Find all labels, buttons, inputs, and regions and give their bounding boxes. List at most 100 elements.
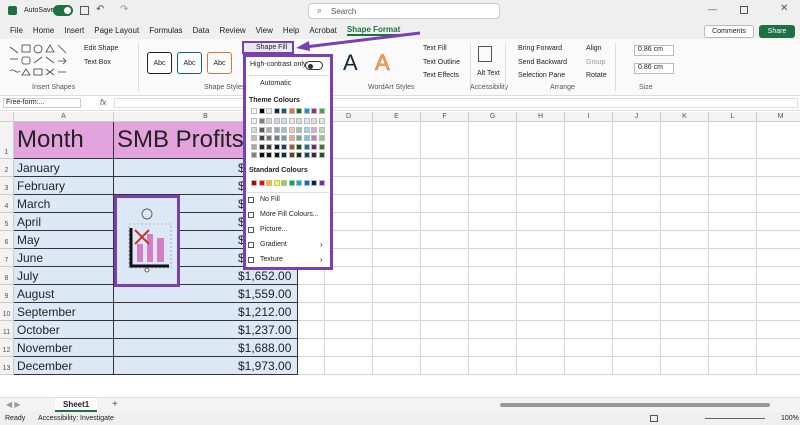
colour-swatch[interactable] (311, 180, 317, 186)
ribbon-tab[interactable]: Insert (64, 26, 85, 35)
close[interactable]: ✕ (780, 3, 789, 14)
colour-swatch[interactable] (296, 108, 302, 114)
colour-swatch[interactable] (251, 118, 257, 124)
colour-swatch[interactable] (266, 108, 272, 114)
colour-swatch[interactable] (303, 152, 310, 158)
formula-input[interactable] (114, 98, 798, 108)
ribbon-tab[interactable]: Formulas (149, 26, 183, 35)
text-box[interactable]: Text Box (84, 59, 111, 66)
colour-swatch[interactable] (251, 143, 257, 150)
status-accessibility[interactable]: Accessibility: Investigate (38, 415, 114, 422)
colour-swatch[interactable] (288, 126, 295, 133)
colour-swatch[interactable] (273, 126, 280, 133)
colour-swatch[interactable] (288, 108, 295, 114)
colour-swatch[interactable] (281, 108, 287, 114)
colour-swatch[interactable] (258, 143, 265, 150)
colour-swatch[interactable] (281, 152, 287, 158)
colour-swatch[interactable] (303, 126, 310, 133)
colour-swatch[interactable] (288, 143, 295, 150)
colour-swatch[interactable] (281, 118, 287, 124)
edit-shape[interactable]: Edit Shape (84, 45, 119, 52)
colour-swatch[interactable] (288, 152, 295, 158)
ribbon-tab[interactable]: Review (219, 26, 246, 35)
colour-swatch[interactable] (296, 118, 302, 124)
colour-swatch[interactable] (258, 180, 265, 186)
minimize[interactable]: — (708, 4, 717, 14)
style-preview[interactable]: Abc (147, 52, 172, 74)
colour-swatch[interactable] (273, 180, 280, 186)
alt-text-icon[interactable] (478, 46, 492, 62)
ribbon-tab[interactable]: Page Layout (94, 26, 140, 35)
align[interactable]: Align (586, 45, 602, 52)
colour-swatch[interactable] (296, 135, 302, 141)
colour-swatch[interactable] (296, 126, 302, 133)
colour-swatch[interactable] (251, 126, 257, 133)
bring-forward[interactable]: Bring Forward (518, 45, 562, 52)
colour-swatch[interactable] (303, 143, 310, 150)
colour-swatch[interactable] (311, 126, 317, 133)
search-box[interactable]: ⌕ Search (308, 3, 500, 19)
name-box[interactable]: Free-form:... (3, 98, 81, 108)
menu-item[interactable]: Gradient (260, 241, 287, 248)
colour-swatch[interactable] (318, 152, 325, 158)
height-input[interactable]: 0.86 cm (634, 45, 674, 56)
colour-swatch[interactable] (288, 135, 295, 141)
colour-swatch[interactable] (318, 126, 325, 133)
colour-swatch[interactable] (258, 135, 265, 141)
colour-swatch[interactable] (296, 152, 302, 158)
menu-item[interactable]: No Fill (260, 196, 280, 203)
colour-swatch[interactable] (311, 152, 317, 158)
high-contrast-toggle[interactable] (305, 61, 323, 70)
autosave-toggle[interactable] (53, 5, 73, 16)
colour-swatch[interactable] (303, 108, 310, 114)
colour-swatch[interactable] (303, 118, 310, 124)
rotate[interactable]: Rotate (586, 72, 607, 79)
colour-swatch[interactable] (266, 118, 272, 124)
ribbon-tab[interactable]: Shape Format (346, 25, 401, 36)
style-preview[interactable]: Abc (207, 52, 232, 74)
wordart-preview[interactable]: A (343, 50, 358, 75)
text-fill[interactable]: Text Fill (423, 45, 447, 52)
automatic-option[interactable]: Automatic (260, 80, 292, 87)
colour-swatch[interactable] (318, 135, 325, 141)
zoom-slider[interactable] (705, 418, 765, 419)
colour-swatch[interactable] (266, 135, 272, 141)
colour-swatch[interactable] (281, 126, 287, 133)
ribbon-tab[interactable]: Home (32, 26, 55, 35)
colour-swatch[interactable] (251, 135, 257, 141)
shape-fill-button[interactable]: Shape Fill (242, 41, 294, 54)
colour-swatch[interactable] (273, 152, 280, 158)
colour-swatch[interactable] (281, 143, 287, 150)
colour-swatch[interactable] (281, 180, 287, 186)
colour-swatch[interactable] (303, 135, 310, 141)
menu-item[interactable]: Texture (260, 256, 283, 263)
colour-swatch[interactable] (311, 143, 317, 150)
colour-swatch[interactable] (258, 126, 265, 133)
colour-swatch[interactable] (266, 180, 272, 186)
colour-swatch[interactable] (318, 118, 325, 124)
colour-swatch[interactable] (266, 126, 272, 133)
colour-swatch[interactable] (251, 152, 257, 158)
text-outline[interactable]: Text Outline (423, 59, 460, 66)
comments-button[interactable]: Comments (704, 25, 754, 38)
colour-swatch[interactable] (288, 180, 295, 186)
ribbon-tab[interactable]: Help (282, 26, 300, 35)
colour-swatch[interactable] (266, 152, 272, 158)
width-input[interactable]: 0.86 cm (634, 63, 674, 74)
alt-text[interactable]: Alt Text (477, 70, 500, 77)
ribbon-tab[interactable]: Data (192, 26, 210, 35)
add-sheet[interactable]: + (112, 399, 118, 410)
send-backward[interactable]: Send Backward (518, 59, 568, 66)
colour-swatch[interactable] (273, 108, 280, 114)
colour-swatch[interactable] (311, 135, 317, 141)
selected-shape[interactable] (114, 195, 180, 287)
colour-swatch[interactable] (258, 152, 265, 158)
colour-swatch[interactable] (303, 180, 310, 186)
colour-swatch[interactable] (296, 143, 302, 150)
colour-swatch[interactable] (273, 143, 280, 150)
colour-swatch[interactable] (251, 108, 257, 114)
colour-swatch[interactable] (258, 108, 265, 114)
style-preview[interactable]: Abc (177, 52, 202, 74)
wordart-preview[interactable]: A (375, 50, 390, 76)
colour-swatch[interactable] (311, 108, 317, 114)
